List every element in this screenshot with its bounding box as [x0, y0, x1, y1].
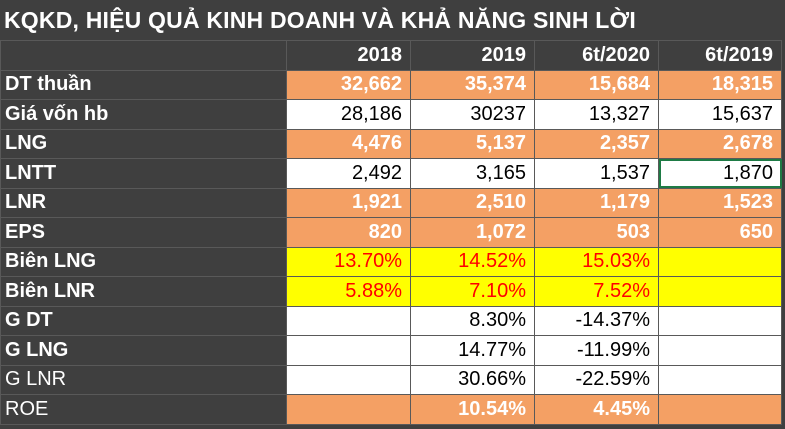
table-cell[interactable]: 5.88% — [286, 276, 411, 307]
table-cell[interactable]: -11.99% — [534, 335, 659, 366]
table-cell[interactable]: 503 — [534, 217, 659, 248]
table-cell[interactable]: 3,165 — [410, 158, 535, 189]
table-cell[interactable]: 2,678 — [658, 128, 782, 159]
table-cell[interactable] — [286, 305, 411, 336]
table-cell[interactable]: 10.54% — [410, 394, 535, 425]
table-cell[interactable] — [658, 335, 782, 366]
table-row: DT thuần 32,662 35,374 15,684 18,315 — [0, 69, 782, 100]
table-cell[interactable] — [658, 305, 782, 336]
table-cell[interactable]: 8.30% — [410, 305, 535, 336]
table-cell[interactable]: 32,662 — [286, 69, 411, 100]
table-row: G DT 8.30% -14.37% — [0, 305, 782, 336]
table-cell[interactable] — [658, 364, 782, 395]
table-cell[interactable]: 1,179 — [534, 187, 659, 218]
row-label[interactable]: G DT — [0, 305, 287, 336]
table-cell[interactable]: 15,637 — [658, 99, 782, 130]
table-cell[interactable]: 1,072 — [410, 217, 535, 248]
table-cell[interactable] — [286, 394, 411, 425]
column-header[interactable]: 2019 — [410, 40, 535, 71]
table-cell[interactable]: 13,327 — [534, 99, 659, 130]
table-cell[interactable]: 4.45% — [534, 394, 659, 425]
table-row: ROE 10.54% 4.45% — [0, 394, 782, 425]
table-row: LNR 1,921 2,510 1,179 1,523 — [0, 187, 782, 218]
sheet-title: KQKD, HIỆU QUẢ KINH DOANH VÀ KHẢ NĂNG SI… — [4, 7, 636, 33]
column-header[interactable]: 2018 — [286, 40, 411, 71]
table-cell[interactable]: 1,537 — [534, 158, 659, 189]
header-corner-cell[interactable] — [0, 40, 287, 71]
row-label[interactable]: Biên LNR — [0, 276, 287, 307]
table-cell[interactable]: 18,315 — [658, 69, 782, 100]
table-row: LNG 4,476 5,137 2,357 2,678 — [0, 128, 782, 159]
row-label[interactable]: EPS — [0, 217, 287, 248]
table-cell[interactable]: 1,523 — [658, 187, 782, 218]
table-cell[interactable]: 1,921 — [286, 187, 411, 218]
table-row: Giá vốn hb 28,186 30237 13,327 15,637 — [0, 99, 782, 130]
table-cell[interactable]: 650 — [658, 217, 782, 248]
table-cell[interactable] — [658, 276, 782, 307]
table-cell[interactable]: 28,186 — [286, 99, 411, 130]
table-cell[interactable]: 14.77% — [410, 335, 535, 366]
table-cell[interactable] — [286, 335, 411, 366]
table-cell[interactable]: 14.52% — [410, 246, 535, 277]
row-label[interactable]: LNTT — [0, 158, 287, 189]
row-label[interactable]: Giá vốn hb — [0, 99, 287, 130]
table-row: Biên LNR 5.88% 7.10% 7.52% — [0, 276, 782, 307]
table-row: LNTT 2,492 3,165 1,537 1,870 — [0, 158, 782, 189]
selected-cell[interactable]: 1,870 — [658, 158, 782, 189]
row-label[interactable]: LNR — [0, 187, 287, 218]
row-label[interactable]: Biên LNG — [0, 246, 287, 277]
row-label[interactable]: G LNR — [0, 364, 287, 395]
table-cell[interactable]: 7.10% — [410, 276, 535, 307]
column-header[interactable]: 6t/2019 — [658, 40, 782, 71]
table-cell[interactable]: 13.70% — [286, 246, 411, 277]
table-cell[interactable]: 35,374 — [410, 69, 535, 100]
table-cell[interactable]: -22.59% — [534, 364, 659, 395]
row-label[interactable]: LNG — [0, 128, 287, 159]
row-label[interactable]: G LNG — [0, 335, 287, 366]
table-cell[interactable]: -14.37% — [534, 305, 659, 336]
table-cell[interactable]: 5,137 — [410, 128, 535, 159]
financial-table: 2018 2019 6t/2020 6t/2019 DT thuần 32,66… — [0, 40, 782, 425]
row-label[interactable]: ROE — [0, 394, 287, 425]
table-row: EPS 820 1,072 503 650 — [0, 217, 782, 248]
table-cell[interactable] — [286, 364, 411, 395]
table-row: G LNG 14.77% -11.99% — [0, 335, 782, 366]
table-row: G LNR 30.66% -22.59% — [0, 364, 782, 395]
table-cell[interactable]: 820 — [286, 217, 411, 248]
table-cell[interactable]: 30.66% — [410, 364, 535, 395]
table-cell[interactable] — [658, 394, 782, 425]
table-cell[interactable]: 15.03% — [534, 246, 659, 277]
table-cell[interactable]: 4,476 — [286, 128, 411, 159]
table-cell[interactable] — [658, 246, 782, 277]
table-cell[interactable]: 7.52% — [534, 276, 659, 307]
row-label[interactable]: DT thuần — [0, 69, 287, 100]
header-row: 2018 2019 6t/2020 6t/2019 — [0, 40, 782, 71]
table-cell[interactable]: 30237 — [410, 99, 535, 130]
table-cell[interactable]: 2,510 — [410, 187, 535, 218]
table-cell[interactable]: 15,684 — [534, 69, 659, 100]
column-header[interactable]: 6t/2020 — [534, 40, 659, 71]
table-cell[interactable]: 2,357 — [534, 128, 659, 159]
table-cell[interactable]: 2,492 — [286, 158, 411, 189]
table-row: Biên LNG 13.70% 14.52% 15.03% — [0, 246, 782, 277]
